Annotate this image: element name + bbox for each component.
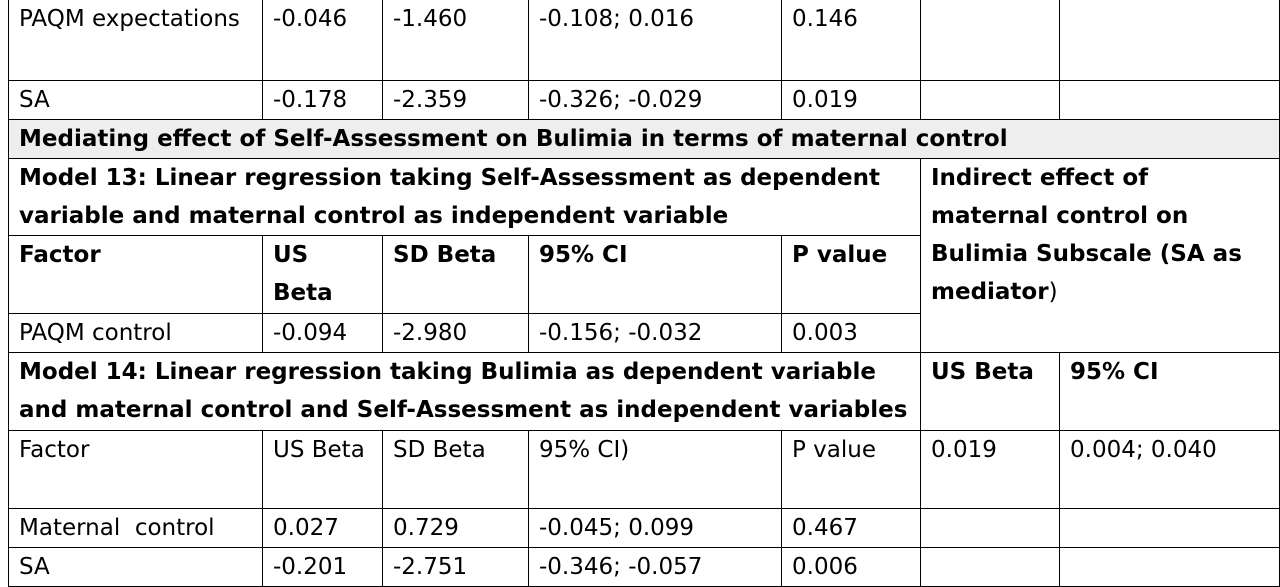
- cell-p-value: 0.019: [781, 79, 921, 120]
- cell-ci: -0.326; -0.029: [528, 79, 782, 120]
- indirect-effect-title-suffix: ): [1048, 278, 1058, 305]
- regression-table: PAQM expectations -0.046 -1.460 -0.108; …: [8, 0, 1280, 587]
- cell-sd-beta: 0.729: [382, 507, 529, 548]
- header-us-beta: US Beta: [262, 234, 383, 314]
- cell-us-beta: -0.178: [262, 79, 383, 120]
- header-p-value: P value: [781, 234, 921, 314]
- indirect-header-us-beta: US Beta: [920, 351, 1060, 431]
- cell-factor: SA: [8, 79, 263, 120]
- table-row: Maternal control 0.027 0.729 -0.045; 0.0…: [8, 507, 1280, 548]
- header-factor: Factor: [8, 429, 263, 509]
- section-heading: Mediating effect of Self-Assessment on B…: [8, 118, 1280, 159]
- model13-header-row: Factor US Beta SD Beta 95% CI P value: [8, 234, 1280, 314]
- table-row: PAQM control -0.094 -2.980 -0.156; -0.03…: [8, 312, 1280, 353]
- cell-sd-beta: -2.751: [382, 546, 529, 587]
- header-ci: 95% CI): [528, 429, 782, 509]
- cell-p-value: 0.006: [781, 546, 921, 587]
- indirect-effect-title-text: Indirect effect of maternal control on B…: [931, 164, 1242, 305]
- table-row: SA -0.201 -2.751 -0.346; -0.057 0.006: [8, 546, 1280, 587]
- header-us-beta: US Beta: [262, 429, 383, 509]
- cell-sd-beta: -2.359: [382, 79, 529, 120]
- cell-p-value: 0.467: [781, 507, 921, 548]
- cell-ci: -0.346; -0.057: [528, 546, 782, 587]
- cell-factor: SA: [8, 546, 263, 587]
- cell-empty: [1059, 79, 1280, 120]
- cell-ci: -0.045; 0.099: [528, 507, 782, 548]
- cell-us-beta: -0.046: [262, 0, 383, 81]
- cell-us-beta: -0.094: [262, 312, 383, 353]
- header-factor: Factor: [8, 234, 263, 314]
- cell-sd-beta: -1.460: [382, 0, 529, 81]
- cell-ci: -0.156; -0.032: [528, 312, 782, 353]
- cell-empty: [920, 79, 1060, 120]
- model13-title: Model 13: Linear regression taking Self-…: [8, 157, 921, 236]
- cell-factor: PAQM expectations: [8, 0, 263, 81]
- table-row: SA -0.178 -2.359 -0.326; -0.029 0.019: [8, 79, 1280, 120]
- cell-empty: [920, 507, 1060, 548]
- cell-ci: -0.108; 0.016: [528, 0, 782, 81]
- cell-us-beta: -0.201: [262, 546, 383, 587]
- model14-title-row: Model 14: Linear regression taking Bulim…: [8, 351, 1280, 431]
- cell-empty: [920, 546, 1060, 587]
- model14-header-row: Factor US Beta SD Beta 95% CI) P value 0…: [8, 429, 1280, 509]
- cell-factor: Maternal control: [8, 507, 263, 548]
- model13-title-row: Model 13: Linear regression taking Self-…: [8, 157, 1280, 353]
- model14-title: Model 14: Linear regression taking Bulim…: [8, 351, 921, 431]
- header-ci: 95% CI: [528, 234, 782, 314]
- table-row: PAQM expectations -0.046 -1.460 -0.108; …: [8, 0, 1280, 81]
- header-sd-beta: SD Beta: [382, 234, 529, 314]
- header-sd-beta: SD Beta: [382, 429, 529, 509]
- cell-factor: PAQM control: [8, 312, 263, 353]
- cell-p-value: 0.146: [781, 0, 921, 81]
- section-heading-row: Mediating effect of Self-Assessment on B…: [8, 118, 1280, 159]
- indirect-value-ci: 0.004; 0.040: [1059, 429, 1280, 509]
- cell-p-value: 0.003: [781, 312, 921, 353]
- indirect-value-us-beta: 0.019: [920, 429, 1060, 509]
- cell-empty: [920, 0, 1060, 81]
- cell-empty: [1059, 0, 1280, 81]
- indirect-header-ci: 95% CI: [1059, 351, 1280, 431]
- cell-sd-beta: -2.980: [382, 312, 529, 353]
- cell-empty: [1059, 507, 1280, 548]
- indirect-effect-title: Indirect effect of maternal control on B…: [920, 157, 1280, 353]
- cell-us-beta: 0.027: [262, 507, 383, 548]
- header-p-value: P value: [781, 429, 921, 509]
- cell-empty: [1059, 546, 1280, 587]
